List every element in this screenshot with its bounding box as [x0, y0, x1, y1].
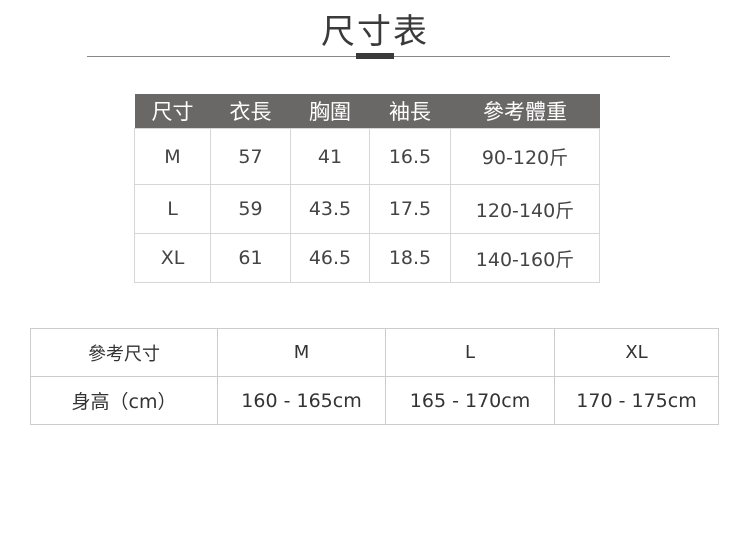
cell: 身高（cm）	[30, 376, 218, 425]
cell: 59	[210, 184, 291, 234]
cell: 140-160斤	[450, 233, 600, 283]
cell: M	[217, 328, 386, 377]
cell: 160 - 165cm	[217, 376, 386, 425]
table-row: 身高（cm） 160 - 165cm 165 - 170cm 170 - 175…	[30, 376, 719, 425]
header-cell: 袖長	[369, 94, 451, 129]
page-title: 尺寸表	[321, 12, 429, 52]
cell: 46.5	[290, 233, 370, 283]
cell: 90-120斤	[450, 128, 600, 185]
cell: 參考尺寸	[30, 328, 218, 377]
height-reference-table: 參考尺寸 M L XL 身高（cm） 160 - 165cm 165 - 170…	[30, 328, 719, 425]
cell: XL	[554, 328, 719, 377]
cell: L	[385, 328, 555, 377]
cell: XL	[134, 233, 211, 283]
cell: 43.5	[290, 184, 370, 234]
title-divider-accent	[356, 53, 394, 59]
cell: 61	[210, 233, 291, 283]
table-row: L 59 43.5 17.5 120-140斤	[134, 184, 600, 234]
table-header-row: 尺寸 衣長 胸圍 袖長 參考體重	[134, 94, 600, 129]
header-cell: 尺寸	[134, 94, 211, 129]
cell: 170 - 175cm	[554, 376, 719, 425]
cell: L	[134, 184, 211, 234]
cell: M	[134, 128, 211, 185]
header-cell: 衣長	[210, 94, 291, 129]
header-cell: 胸圍	[290, 94, 370, 129]
cell: 17.5	[369, 184, 451, 234]
table-row: XL 61 46.5 18.5 140-160斤	[134, 233, 600, 283]
cell: 165 - 170cm	[385, 376, 555, 425]
table-row: 參考尺寸 M L XL	[30, 328, 719, 377]
cell: 16.5	[369, 128, 451, 185]
header-cell: 參考體重	[450, 94, 600, 129]
cell: 18.5	[369, 233, 451, 283]
table-row: M 57 41 16.5 90-120斤	[134, 128, 600, 185]
size-table: 尺寸 衣長 胸圍 袖長 參考體重 M 57 41 16.5 90-120斤 L …	[134, 94, 600, 283]
cell: 120-140斤	[450, 184, 600, 234]
cell: 57	[210, 128, 291, 185]
cell: 41	[290, 128, 370, 185]
